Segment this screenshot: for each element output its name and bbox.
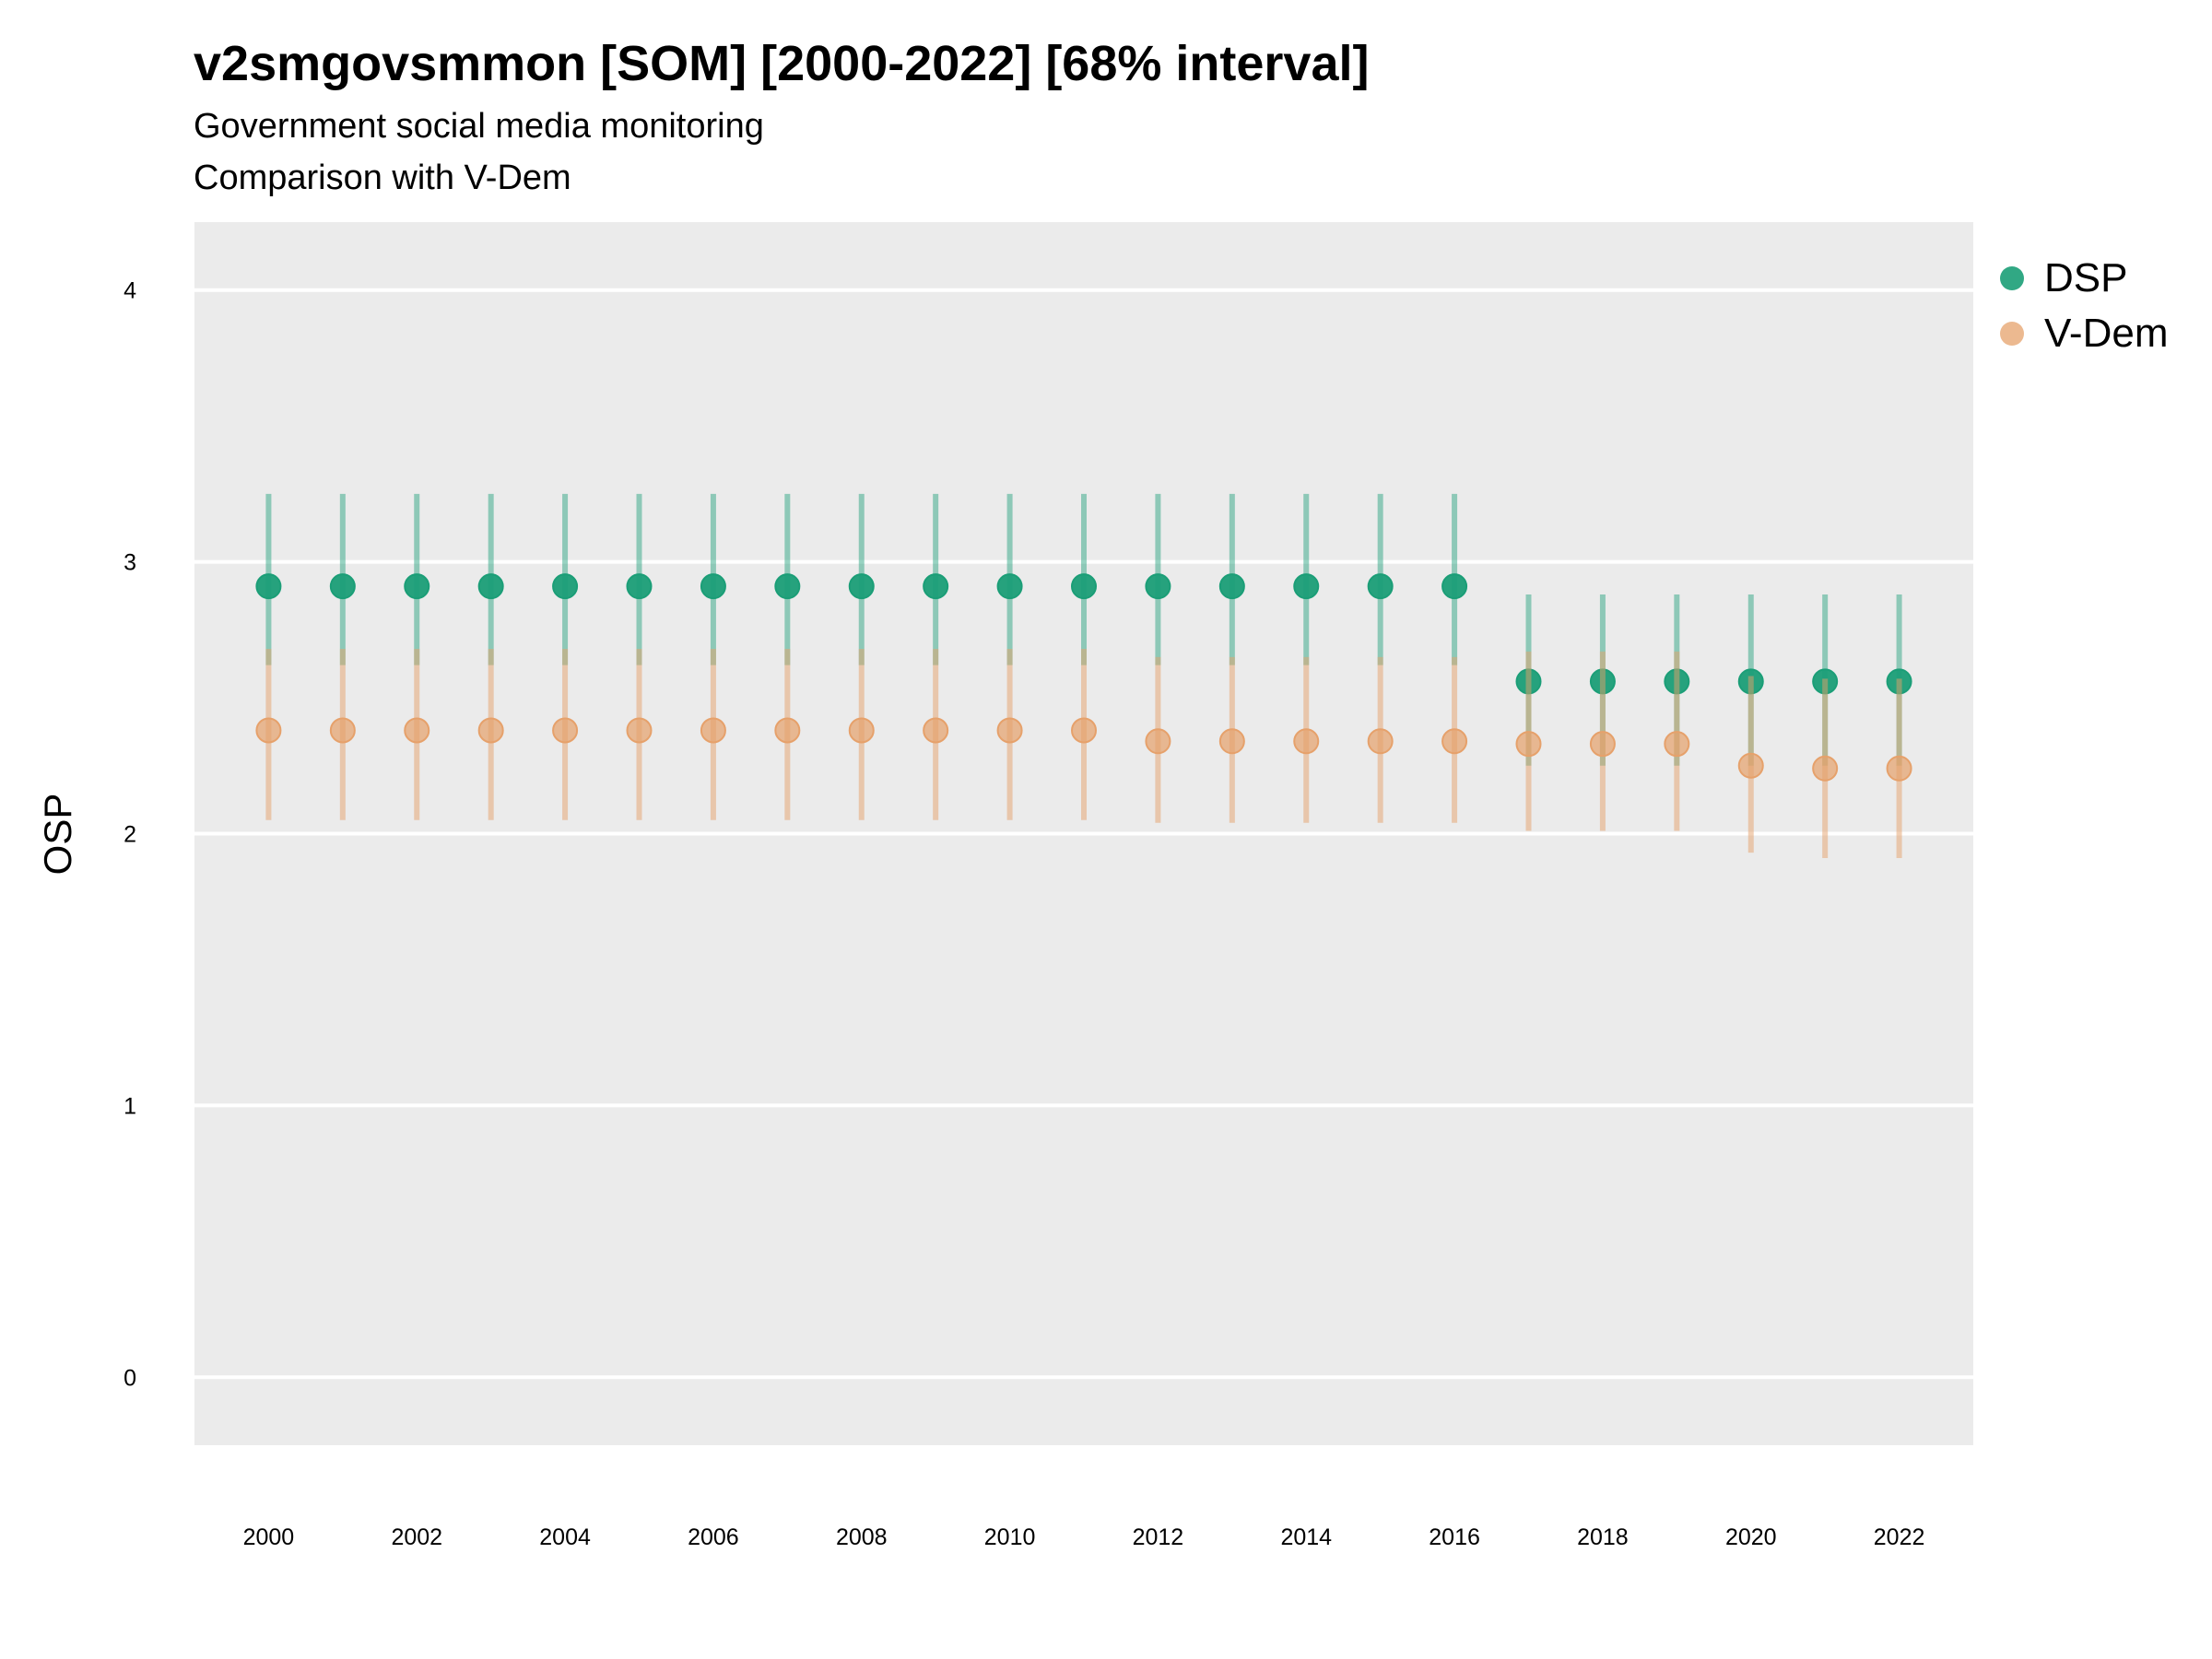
data-point [700,573,726,600]
data-point [1071,717,1097,744]
data-point [552,573,579,600]
data-point [774,717,801,744]
x-tick-label: 2020 [1725,1524,1777,1550]
x-tick-label: 2022 [1874,1524,1925,1550]
data-point [774,573,801,600]
x-tick-labels: 2000 2002 2004 2006 2008 2010 2012 2014 2016 2018… [243,1524,1925,1550]
chart-title: v2smgovsmmon [SOM] [2000-2022] [68% inte… [194,36,1370,91]
data-point [1737,752,1764,779]
data-point [996,573,1023,600]
data-point [477,573,504,600]
x-tick-label: 2000 [243,1524,295,1550]
x-tick-label: 2008 [836,1524,888,1550]
legend-swatch-dsp [2000,266,2024,290]
data-point [255,573,282,600]
data-point [1812,755,1839,782]
x-tick-label: 2012 [1133,1524,1184,1550]
y-tick-label: 1 [124,1093,136,1119]
data-point [1293,573,1320,600]
data-point [1367,728,1394,755]
data-point [1218,573,1245,600]
chart-legend: DSP V-Dem [2000,251,2168,361]
x-tick-label: 2010 [984,1524,1036,1550]
x-tick-label: 2002 [391,1524,442,1550]
data-point [1367,573,1394,600]
data-point [1218,728,1245,755]
data-point [1071,573,1097,600]
data-point [1886,755,1912,782]
x-tick-label: 2018 [1577,1524,1629,1550]
legend-item-dsp: DSP [2000,251,2168,306]
y-tick-label: 2 [124,822,136,848]
y-tick-labels: 0 1 2 3 4 [124,278,136,1392]
legend-swatch-vdem [2000,322,2024,346]
data-point [477,717,504,744]
data-point [1441,728,1468,755]
data-point [552,717,579,744]
x-tick-label: 2006 [688,1524,739,1550]
gridlines [194,288,1973,1380]
data-point [923,573,949,600]
data-point [404,573,430,600]
data-point [848,717,875,744]
data-point [1145,573,1171,600]
y-tick-label: 3 [124,550,136,576]
data-point [1515,731,1542,758]
series-v-dem [255,648,1912,859]
legend-item-vdem: V-Dem [2000,306,2168,361]
data-point [255,717,282,744]
y-tick-label: 4 [124,278,136,304]
legend-label-vdem: V-Dem [2044,311,2169,356]
data-point [1145,728,1171,755]
data-point [329,717,356,744]
data-point [329,573,356,600]
chart-subtitle-secondary: Comparison with V-Dem [194,159,571,197]
data-point [1293,728,1320,755]
y-tick-label: 0 [124,1365,136,1391]
data-point [848,573,875,600]
chart-subtitle: Government social media monitoring [194,107,764,146]
data-series [255,493,1912,859]
data-point [1664,731,1690,758]
data-point [1441,573,1468,600]
data-point [404,717,430,744]
x-tick-label: 2016 [1429,1524,1480,1550]
x-tick-label: 2004 [539,1524,591,1550]
data-point [923,717,949,744]
y-axis-label: OSP [36,794,79,876]
data-point [626,573,653,600]
legend-label-dsp: DSP [2044,255,2128,300]
x-tick-label: 2014 [1280,1524,1332,1550]
data-point [1589,731,1616,758]
data-point [700,717,726,744]
data-point [626,717,653,744]
data-point [996,717,1023,744]
